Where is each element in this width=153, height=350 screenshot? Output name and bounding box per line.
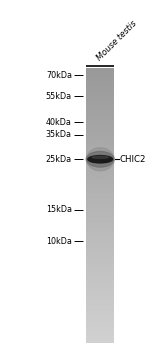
Text: Mouse testis: Mouse testis (95, 19, 139, 62)
Ellipse shape (92, 156, 108, 159)
Text: 10kDa: 10kDa (46, 237, 72, 246)
Ellipse shape (86, 148, 114, 171)
Text: CHIC2: CHIC2 (119, 155, 146, 164)
Ellipse shape (86, 151, 114, 167)
Text: 35kDa: 35kDa (46, 130, 72, 139)
Ellipse shape (88, 155, 113, 163)
Text: 15kDa: 15kDa (46, 205, 72, 215)
Text: 70kDa: 70kDa (46, 71, 72, 80)
Text: 25kDa: 25kDa (46, 155, 72, 164)
Text: 40kDa: 40kDa (46, 118, 72, 127)
Ellipse shape (86, 141, 114, 178)
Text: 55kDa: 55kDa (46, 92, 72, 101)
